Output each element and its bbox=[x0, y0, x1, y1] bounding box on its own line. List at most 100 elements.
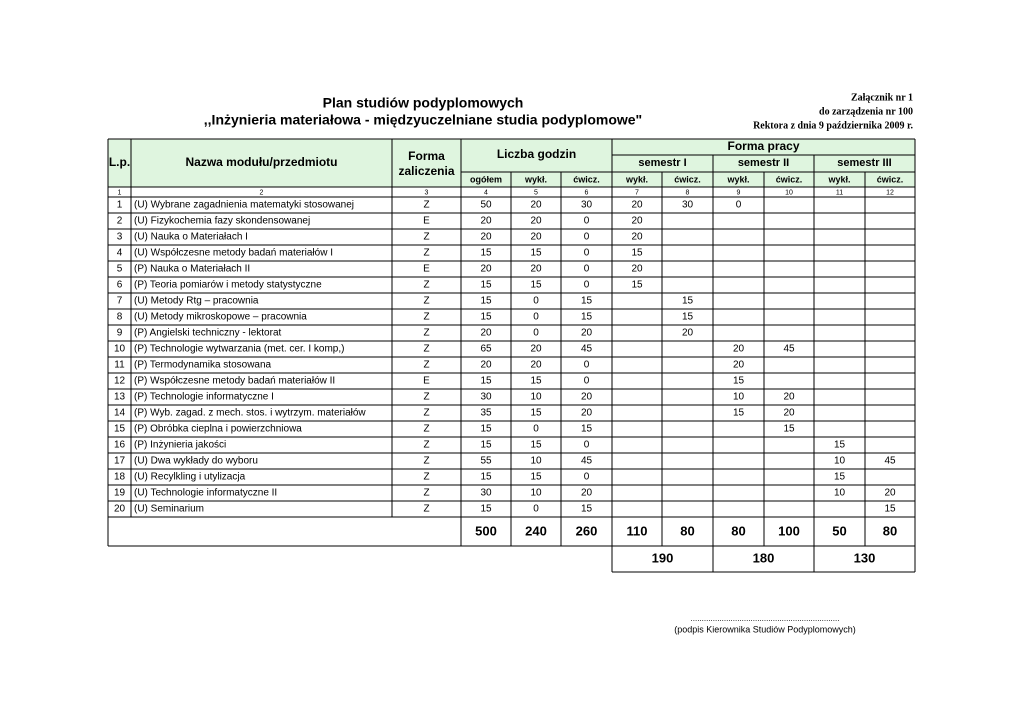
cell: 15 bbox=[834, 472, 846, 483]
header-semester: semestr III bbox=[837, 157, 891, 169]
cell-name: (P) Teoria pomiarów i metody statystyczn… bbox=[134, 280, 322, 291]
column-number: 1 bbox=[118, 189, 122, 196]
cell: 45 bbox=[783, 344, 795, 355]
cell: 15 bbox=[631, 248, 643, 259]
cell: 0 bbox=[584, 248, 590, 259]
total: 80 bbox=[731, 523, 745, 538]
cell: Z bbox=[423, 328, 429, 339]
cell: E bbox=[423, 216, 430, 227]
cell: 0 bbox=[533, 504, 539, 515]
total: 500 bbox=[475, 523, 497, 538]
cell: 20 bbox=[631, 216, 643, 227]
column-number: 4 bbox=[484, 189, 488, 196]
cell-name: (P) Wyb. zagad. z mech. stos. i wytrzym.… bbox=[134, 408, 366, 419]
column-number: 10 bbox=[785, 189, 793, 196]
cell-name: (U) Nauka o Materiałach I bbox=[134, 232, 248, 243]
signature-caption: (podpis Kierownika Studiów Podyplomowych… bbox=[674, 624, 856, 634]
cell: 15 bbox=[581, 504, 593, 515]
cell: 15 bbox=[530, 280, 542, 291]
cell: 0 bbox=[584, 472, 590, 483]
cell: Z bbox=[423, 312, 429, 323]
header-sub: wykł. bbox=[827, 174, 850, 184]
cell: 0 bbox=[584, 264, 590, 275]
header-bg-green bbox=[108, 139, 461, 187]
annex: Rektora z dnia 9 października 2009 r. bbox=[753, 120, 913, 131]
cell-name: (P) Technologie informatyczne I bbox=[134, 392, 274, 403]
cell: 20 bbox=[480, 360, 492, 371]
cell: 8 bbox=[117, 312, 123, 323]
cell: 15 bbox=[480, 472, 492, 483]
cell: Z bbox=[423, 440, 429, 451]
total: 80 bbox=[680, 523, 694, 538]
column-number: 9 bbox=[737, 189, 741, 196]
cell: 0 bbox=[533, 312, 539, 323]
cell: 10 bbox=[834, 456, 846, 467]
cell: 20 bbox=[480, 264, 492, 275]
cell: Z bbox=[423, 472, 429, 483]
column-number: 6 bbox=[585, 189, 589, 196]
column-number: 5 bbox=[534, 189, 538, 196]
cell: 0 bbox=[533, 328, 539, 339]
cell-name: (P) Współczesne metody badań materiałów … bbox=[134, 376, 335, 387]
column-number: 12 bbox=[886, 189, 894, 196]
cell: 15 bbox=[530, 408, 542, 419]
cell-name: (U) Wybrane zagadnienia matematyki stoso… bbox=[134, 200, 354, 211]
cell: 15 bbox=[682, 296, 694, 307]
cell: 10 bbox=[530, 488, 542, 499]
cell-name: (U) Współczesne metody badań materiałów … bbox=[134, 248, 333, 259]
column-number: 7 bbox=[635, 189, 639, 196]
cell: 20 bbox=[114, 504, 126, 515]
cell: 20 bbox=[530, 200, 542, 211]
cell: 13 bbox=[114, 392, 126, 403]
cell: 50 bbox=[480, 200, 492, 211]
cell: Z bbox=[423, 504, 429, 515]
cell: 15 bbox=[530, 440, 542, 451]
cell: 20 bbox=[631, 264, 643, 275]
cell-name: (U) Seminarium bbox=[134, 504, 204, 515]
header-sub: ćwicz. bbox=[573, 174, 600, 184]
cell: 20 bbox=[682, 328, 694, 339]
cell: Z bbox=[423, 392, 429, 403]
header-sub: wykł. bbox=[524, 174, 547, 184]
cell: 14 bbox=[114, 408, 126, 419]
annex: Załącznik nr 1 bbox=[851, 92, 913, 103]
cell: Z bbox=[423, 232, 429, 243]
cell: 15 bbox=[834, 440, 846, 451]
cell: 1 bbox=[117, 200, 123, 211]
cell-name: (U) Dwa wykłady do wyboru bbox=[134, 456, 258, 467]
cell: 30 bbox=[480, 488, 492, 499]
cell: Z bbox=[423, 424, 429, 435]
annex: do zarządzenia nr 100 bbox=[819, 106, 913, 117]
header-sub: ćwicz. bbox=[674, 174, 701, 184]
cell: 7 bbox=[117, 296, 123, 307]
cell: 15 bbox=[581, 296, 593, 307]
cell: 20 bbox=[530, 344, 542, 355]
total: 50 bbox=[832, 523, 846, 538]
cell: 20 bbox=[884, 488, 896, 499]
cell: 15 bbox=[480, 280, 492, 291]
cell: 15 bbox=[480, 296, 492, 307]
cell: 20 bbox=[581, 488, 593, 499]
total: 110 bbox=[627, 523, 648, 538]
cell: 30 bbox=[581, 200, 593, 211]
cell: Z bbox=[423, 200, 429, 211]
cell: 11 bbox=[114, 360, 125, 371]
cell-name: (P) Technologie wytwarzania (met. cer. I… bbox=[134, 344, 344, 355]
cell: 20 bbox=[480, 216, 492, 227]
cell: 15 bbox=[884, 504, 896, 515]
column-number: 11 bbox=[836, 189, 843, 196]
cell: 15 bbox=[783, 424, 795, 435]
cell: 0 bbox=[533, 296, 539, 307]
header-sub: ogółem bbox=[470, 174, 502, 184]
cell: 3 bbox=[117, 232, 123, 243]
cell: 20 bbox=[631, 232, 643, 243]
header-lp: L.p. bbox=[109, 155, 130, 169]
cell: 20 bbox=[530, 232, 542, 243]
signature-line: ........................................… bbox=[691, 614, 840, 623]
cell-name: (U) Metody Rtg – pracownia bbox=[134, 296, 259, 307]
header-semester: semestr I bbox=[638, 157, 686, 169]
cell: 10 bbox=[114, 344, 126, 355]
cell: E bbox=[423, 264, 430, 275]
total: 260 bbox=[576, 523, 598, 538]
cell: 15 bbox=[480, 376, 492, 387]
